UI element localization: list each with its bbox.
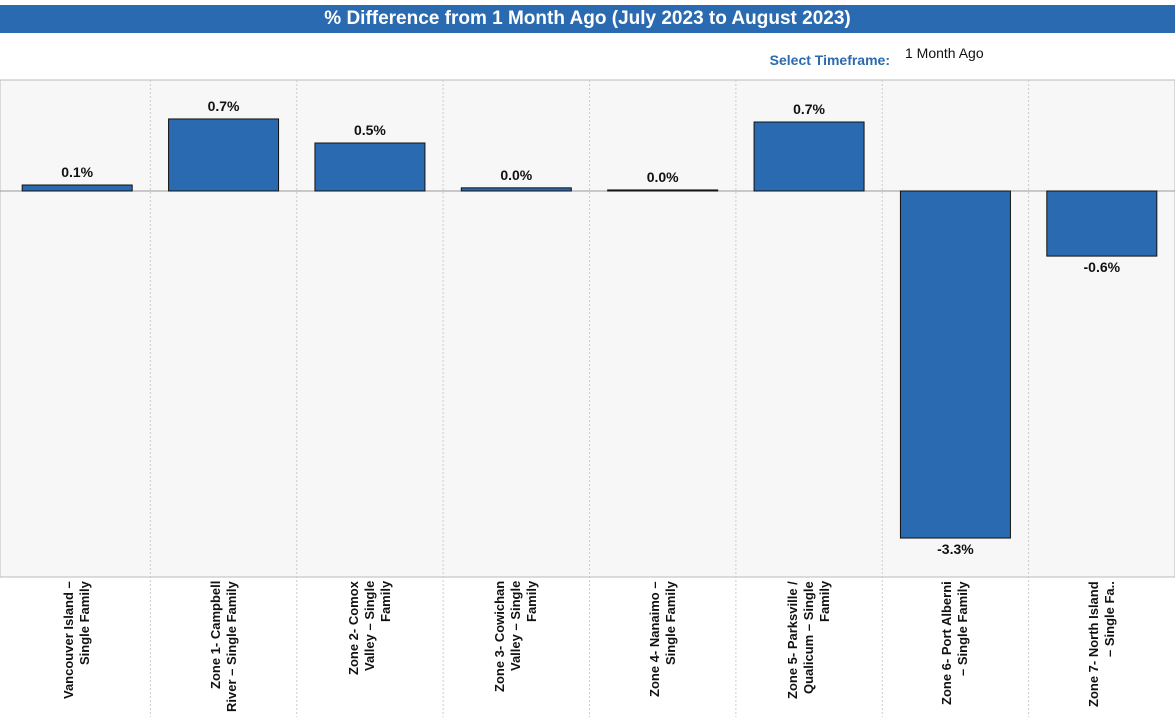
x-tick-label: Vancouver Island – Single Family [61, 581, 93, 699]
x-tick-label: Zone 2- Comox Valley – Single Family [345, 581, 393, 675]
bar [460, 187, 572, 192]
data-label: -0.6% [1084, 259, 1121, 275]
timeframe-select[interactable]: 1 Month Ago [905, 45, 984, 61]
data-label: 0.5% [354, 122, 386, 138]
bar [753, 121, 865, 192]
bar [314, 142, 426, 192]
data-label: -3.3% [937, 541, 974, 557]
data-label: 0.7% [208, 98, 240, 114]
bar [1046, 190, 1158, 257]
bar [168, 118, 280, 192]
x-tick-label: Zone 6- Port Alberni – Single Family [939, 581, 971, 705]
bar [899, 190, 1011, 539]
chart-title: % Difference from 1 Month Ago (July 2023… [0, 5, 1175, 33]
timeframe-label: Select Timeframe: [769, 52, 890, 68]
data-label: 0.7% [793, 101, 825, 117]
data-label: 0.0% [500, 167, 532, 183]
data-label: 0.1% [61, 164, 93, 180]
data-label: 0.0% [647, 169, 679, 185]
x-tick-label: Zone 1- Campbell River – Single Family [207, 581, 239, 712]
x-tick-label: Zone 7- North Island – Single Fa.. [1085, 581, 1117, 707]
x-tick-label: Zone 5- Parksville / Qualicum – Single F… [785, 581, 833, 699]
bar [21, 184, 133, 192]
bar [607, 189, 719, 192]
x-tick-label: Zone 4- Nanaimo – Single Family [646, 581, 678, 697]
x-tick-label: Zone 3- Cowichan Valley – Single Family [492, 581, 540, 693]
